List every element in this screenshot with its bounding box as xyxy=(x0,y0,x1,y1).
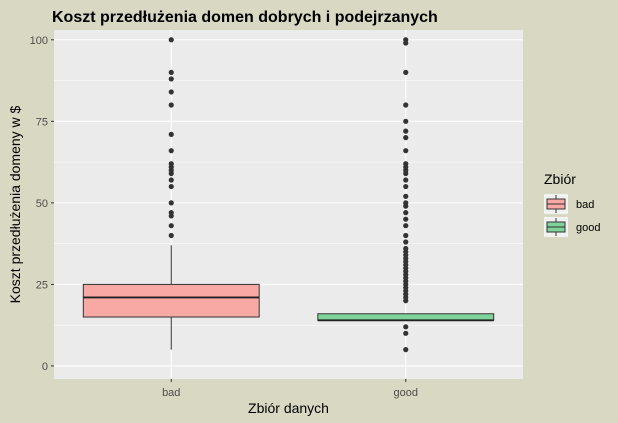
x-tick-label-good: good xyxy=(394,387,418,399)
y-tick-label: 0 xyxy=(42,361,48,373)
outlier-point xyxy=(168,148,174,154)
outlier-point xyxy=(403,102,409,108)
outlier-point xyxy=(403,128,409,134)
y-axis: 0 25 50 75 100 xyxy=(30,35,54,373)
chart-title: Koszt przedłużenia domen dobrych i podej… xyxy=(52,9,438,26)
outlier-point xyxy=(168,200,174,206)
x-axis: bad good xyxy=(162,379,418,399)
legend-label-bad: bad xyxy=(576,199,594,211)
outlier-point xyxy=(403,216,409,222)
y-axis-title: Koszt przedłużenia domeny w $ xyxy=(7,105,23,303)
outlier-point xyxy=(403,177,409,183)
outlier-point xyxy=(403,161,409,167)
outlier-point xyxy=(168,69,174,76)
boxes xyxy=(82,37,495,353)
outlier-point xyxy=(168,183,174,190)
legend-key-good xyxy=(544,217,568,237)
outlier-point xyxy=(403,135,409,141)
outlier-point xyxy=(403,223,409,229)
x-axis-title: Zbiór danych xyxy=(248,400,329,416)
outlier-point xyxy=(403,118,409,124)
outlier-point xyxy=(168,102,174,108)
outlier-point xyxy=(403,210,409,216)
outlier-point xyxy=(403,69,409,76)
y-tick-label: 25 xyxy=(36,279,48,291)
legend-title: Zbiór xyxy=(544,171,576,187)
outlier-point xyxy=(403,245,409,252)
legend-label-good: good xyxy=(576,222,600,234)
legend-key-bad xyxy=(544,194,568,214)
outlier-point xyxy=(403,183,409,190)
x-tick-label-bad: bad xyxy=(162,387,180,399)
outlier-point xyxy=(168,177,174,183)
outlier-point xyxy=(168,210,174,216)
outlier-point xyxy=(403,193,409,199)
plot-panel xyxy=(54,30,523,379)
box-iqr xyxy=(317,313,495,321)
outlier-point xyxy=(168,76,174,82)
legend: Zbiór bad good xyxy=(544,171,600,237)
outlier-point xyxy=(403,200,409,206)
outlier-point xyxy=(168,37,174,43)
outlier-point xyxy=(403,148,409,154)
outlier-point xyxy=(168,232,174,239)
outlier-point xyxy=(403,239,409,245)
box-iqr xyxy=(82,283,260,318)
outlier-point xyxy=(403,37,409,43)
box-bad xyxy=(82,37,260,350)
outlier-point xyxy=(403,232,409,239)
box-good xyxy=(317,37,495,353)
outlier-point xyxy=(403,347,409,353)
y-tick-label: 50 xyxy=(36,198,48,210)
y-tick-label: 100 xyxy=(30,35,48,47)
y-tick-label: 75 xyxy=(36,116,48,128)
outlier-point xyxy=(168,223,174,229)
outlier-point xyxy=(403,330,409,336)
outlier-point xyxy=(168,161,174,167)
outlier-point xyxy=(168,89,174,95)
outlier-point xyxy=(168,131,174,137)
outlier-point xyxy=(403,324,409,330)
